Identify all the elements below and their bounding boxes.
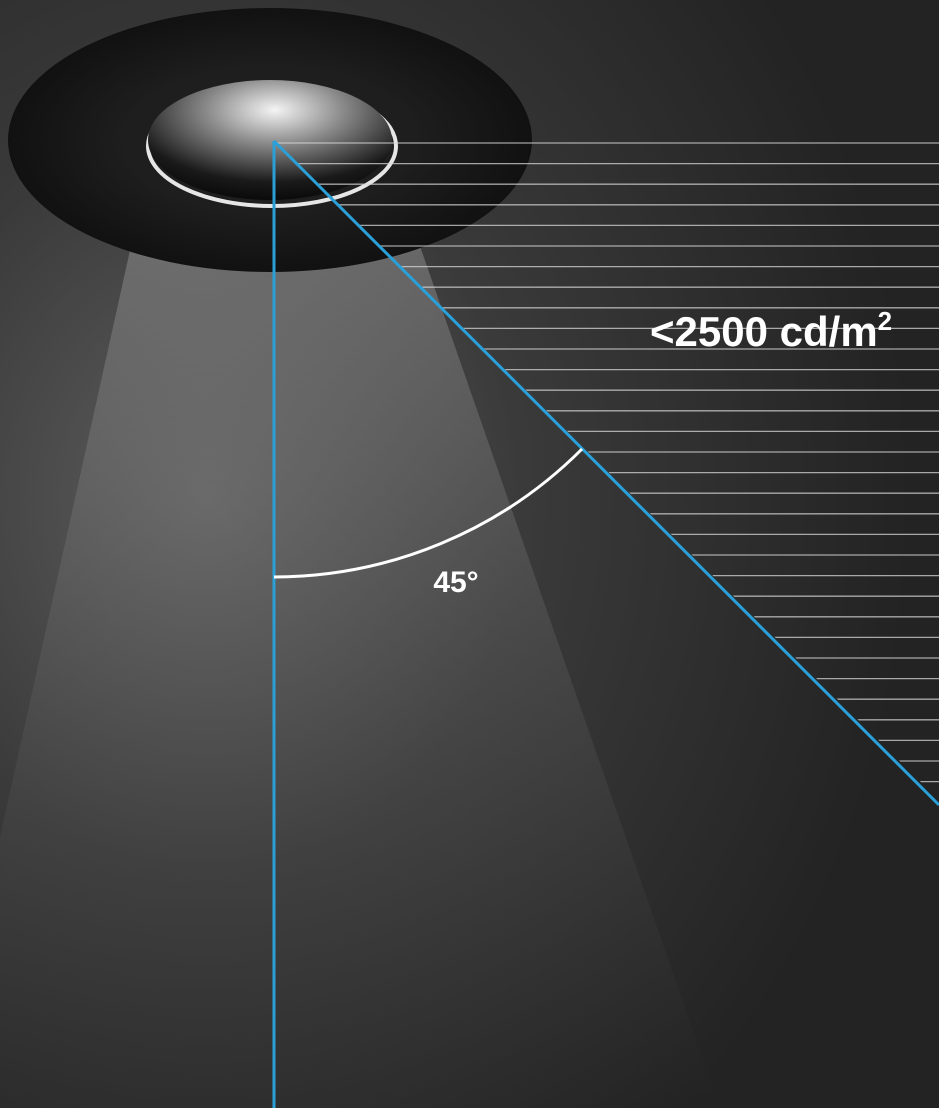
luminance-label: <2500 cd/m2 bbox=[650, 306, 892, 355]
cutoff-angle-line bbox=[272, 139, 939, 807]
downlight-aperture bbox=[148, 80, 392, 200]
luminance-value: <2500 cd/m bbox=[650, 308, 878, 355]
angle-label: 45° bbox=[433, 566, 478, 599]
luminance-superscript: 2 bbox=[878, 306, 892, 336]
recessed-downlight-icon bbox=[8, 8, 532, 272]
light-beam bbox=[0, 160, 720, 1108]
angle-arc bbox=[273, 447, 584, 579]
